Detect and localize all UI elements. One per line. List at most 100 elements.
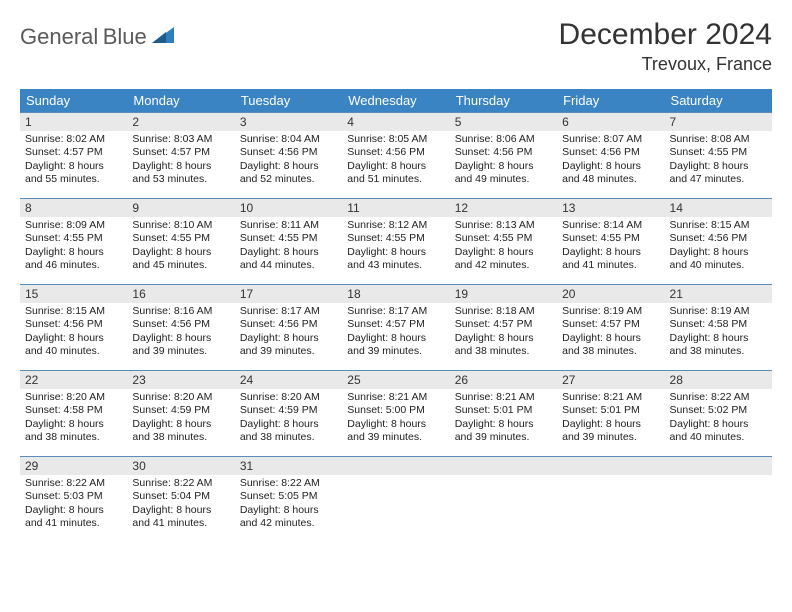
day-text: Sunrise: 8:09 AMSunset: 4:55 PMDaylight:…: [20, 217, 127, 277]
sunrise-text: Sunrise: 8:08 AM: [670, 133, 767, 146]
day-number: 20: [557, 285, 664, 303]
daylight-text-2: and 43 minutes.: [347, 259, 444, 272]
sunrise-text: Sunrise: 8:14 AM: [562, 219, 659, 232]
day-text: Sunrise: 8:22 AMSunset: 5:03 PMDaylight:…: [20, 475, 127, 535]
day-number: 4: [342, 113, 449, 131]
day-text: Sunrise: 8:18 AMSunset: 4:57 PMDaylight:…: [450, 303, 557, 363]
daylight-text-1: Daylight: 8 hours: [240, 504, 337, 517]
calendar-day-cell: 30Sunrise: 8:22 AMSunset: 5:04 PMDayligh…: [127, 457, 234, 543]
sunrise-text: Sunrise: 8:22 AM: [670, 391, 767, 404]
day-number: 7: [665, 113, 772, 131]
daylight-text-2: and 46 minutes.: [25, 259, 122, 272]
sunset-text: Sunset: 5:04 PM: [132, 490, 229, 503]
daylight-text-2: and 40 minutes.: [670, 431, 767, 444]
calendar-day-cell: 22Sunrise: 8:20 AMSunset: 4:58 PMDayligh…: [20, 371, 127, 457]
logo: General Blue: [20, 24, 174, 50]
day-text: Sunrise: 8:10 AMSunset: 4:55 PMDaylight:…: [127, 217, 234, 277]
day-number: 23: [127, 371, 234, 389]
sunrise-text: Sunrise: 8:21 AM: [562, 391, 659, 404]
calendar-day-cell: 27Sunrise: 8:21 AMSunset: 5:01 PMDayligh…: [557, 371, 664, 457]
sunrise-text: Sunrise: 8:17 AM: [240, 305, 337, 318]
daylight-text-1: Daylight: 8 hours: [670, 160, 767, 173]
sunrise-text: Sunrise: 8:22 AM: [132, 477, 229, 490]
daylight-text-2: and 38 minutes.: [25, 431, 122, 444]
weekday-header: Sunday: [20, 89, 127, 113]
day-text: Sunrise: 8:22 AMSunset: 5:04 PMDaylight:…: [127, 475, 234, 535]
daylight-text-1: Daylight: 8 hours: [455, 160, 552, 173]
sunset-text: Sunset: 4:57 PM: [25, 146, 122, 159]
day-text: Sunrise: 8:19 AMSunset: 4:58 PMDaylight:…: [665, 303, 772, 363]
calendar-day-cell: 31Sunrise: 8:22 AMSunset: 5:05 PMDayligh…: [235, 457, 342, 543]
day-text: Sunrise: 8:04 AMSunset: 4:56 PMDaylight:…: [235, 131, 342, 191]
daylight-text-1: Daylight: 8 hours: [240, 246, 337, 259]
weekday-header: Tuesday: [235, 89, 342, 113]
daylight-text-2: and 40 minutes.: [25, 345, 122, 358]
day-number: 16: [127, 285, 234, 303]
calendar-day-cell: 11Sunrise: 8:12 AMSunset: 4:55 PMDayligh…: [342, 199, 449, 285]
daylight-text-1: Daylight: 8 hours: [25, 246, 122, 259]
calendar-day-cell: 10Sunrise: 8:11 AMSunset: 4:55 PMDayligh…: [235, 199, 342, 285]
daylight-text-2: and 42 minutes.: [455, 259, 552, 272]
weekday-header: Saturday: [665, 89, 772, 113]
sunset-text: Sunset: 4:58 PM: [670, 318, 767, 331]
sunset-text: Sunset: 5:00 PM: [347, 404, 444, 417]
sunset-text: Sunset: 4:57 PM: [132, 146, 229, 159]
day-text: Sunrise: 8:21 AMSunset: 5:01 PMDaylight:…: [557, 389, 664, 449]
sunrise-text: Sunrise: 8:19 AM: [670, 305, 767, 318]
calendar-week-row: 22Sunrise: 8:20 AMSunset: 4:58 PMDayligh…: [20, 371, 772, 457]
day-number-empty: [450, 457, 557, 475]
sunset-text: Sunset: 4:55 PM: [240, 232, 337, 245]
day-number: 15: [20, 285, 127, 303]
logo-word2: Blue: [103, 24, 147, 49]
logo-triangle-icon: [152, 25, 174, 50]
daylight-text-2: and 39 minutes.: [562, 431, 659, 444]
day-text: Sunrise: 8:22 AMSunset: 5:05 PMDaylight:…: [235, 475, 342, 535]
weekday-header: Thursday: [450, 89, 557, 113]
daylight-text-1: Daylight: 8 hours: [562, 418, 659, 431]
calendar-day-cell: 17Sunrise: 8:17 AMSunset: 4:56 PMDayligh…: [235, 285, 342, 371]
day-text: Sunrise: 8:02 AMSunset: 4:57 PMDaylight:…: [20, 131, 127, 191]
calendar-day-cell: 20Sunrise: 8:19 AMSunset: 4:57 PMDayligh…: [557, 285, 664, 371]
daylight-text-2: and 49 minutes.: [455, 173, 552, 186]
header: General Blue December 2024 Trevoux, Fran…: [20, 18, 772, 75]
daylight-text-1: Daylight: 8 hours: [132, 418, 229, 431]
daylight-text-1: Daylight: 8 hours: [562, 332, 659, 345]
calendar-day-cell: 28Sunrise: 8:22 AMSunset: 5:02 PMDayligh…: [665, 371, 772, 457]
day-text: Sunrise: 8:20 AMSunset: 4:59 PMDaylight:…: [235, 389, 342, 449]
sunrise-text: Sunrise: 8:07 AM: [562, 133, 659, 146]
day-text: Sunrise: 8:19 AMSunset: 4:57 PMDaylight:…: [557, 303, 664, 363]
calendar-day-cell: 25Sunrise: 8:21 AMSunset: 5:00 PMDayligh…: [342, 371, 449, 457]
sunrise-text: Sunrise: 8:06 AM: [455, 133, 552, 146]
calendar-day-cell: 29Sunrise: 8:22 AMSunset: 5:03 PMDayligh…: [20, 457, 127, 543]
daylight-text-1: Daylight: 8 hours: [25, 160, 122, 173]
sunset-text: Sunset: 4:57 PM: [562, 318, 659, 331]
daylight-text-2: and 38 minutes.: [670, 345, 767, 358]
calendar-day-cell: 19Sunrise: 8:18 AMSunset: 4:57 PMDayligh…: [450, 285, 557, 371]
daylight-text-2: and 47 minutes.: [670, 173, 767, 186]
day-text: Sunrise: 8:16 AMSunset: 4:56 PMDaylight:…: [127, 303, 234, 363]
calendar-day-cell: [342, 457, 449, 543]
daylight-text-1: Daylight: 8 hours: [670, 418, 767, 431]
location: Trevoux, France: [559, 54, 772, 75]
sunset-text: Sunset: 4:55 PM: [455, 232, 552, 245]
sunrise-text: Sunrise: 8:19 AM: [562, 305, 659, 318]
calendar-day-cell: 4Sunrise: 8:05 AMSunset: 4:56 PMDaylight…: [342, 113, 449, 199]
daylight-text-1: Daylight: 8 hours: [240, 332, 337, 345]
sunrise-text: Sunrise: 8:16 AM: [132, 305, 229, 318]
day-number: 13: [557, 199, 664, 217]
day-text: Sunrise: 8:11 AMSunset: 4:55 PMDaylight:…: [235, 217, 342, 277]
daylight-text-1: Daylight: 8 hours: [25, 418, 122, 431]
daylight-text-2: and 39 minutes.: [240, 345, 337, 358]
sunset-text: Sunset: 4:55 PM: [562, 232, 659, 245]
sunset-text: Sunset: 4:55 PM: [670, 146, 767, 159]
day-number: 17: [235, 285, 342, 303]
day-number: 29: [20, 457, 127, 475]
daylight-text-2: and 39 minutes.: [347, 345, 444, 358]
daylight-text-1: Daylight: 8 hours: [25, 504, 122, 517]
day-number: 26: [450, 371, 557, 389]
sunrise-text: Sunrise: 8:21 AM: [347, 391, 444, 404]
day-number: 8: [20, 199, 127, 217]
calendar-day-cell: [557, 457, 664, 543]
daylight-text-2: and 53 minutes.: [132, 173, 229, 186]
day-number-empty: [665, 457, 772, 475]
